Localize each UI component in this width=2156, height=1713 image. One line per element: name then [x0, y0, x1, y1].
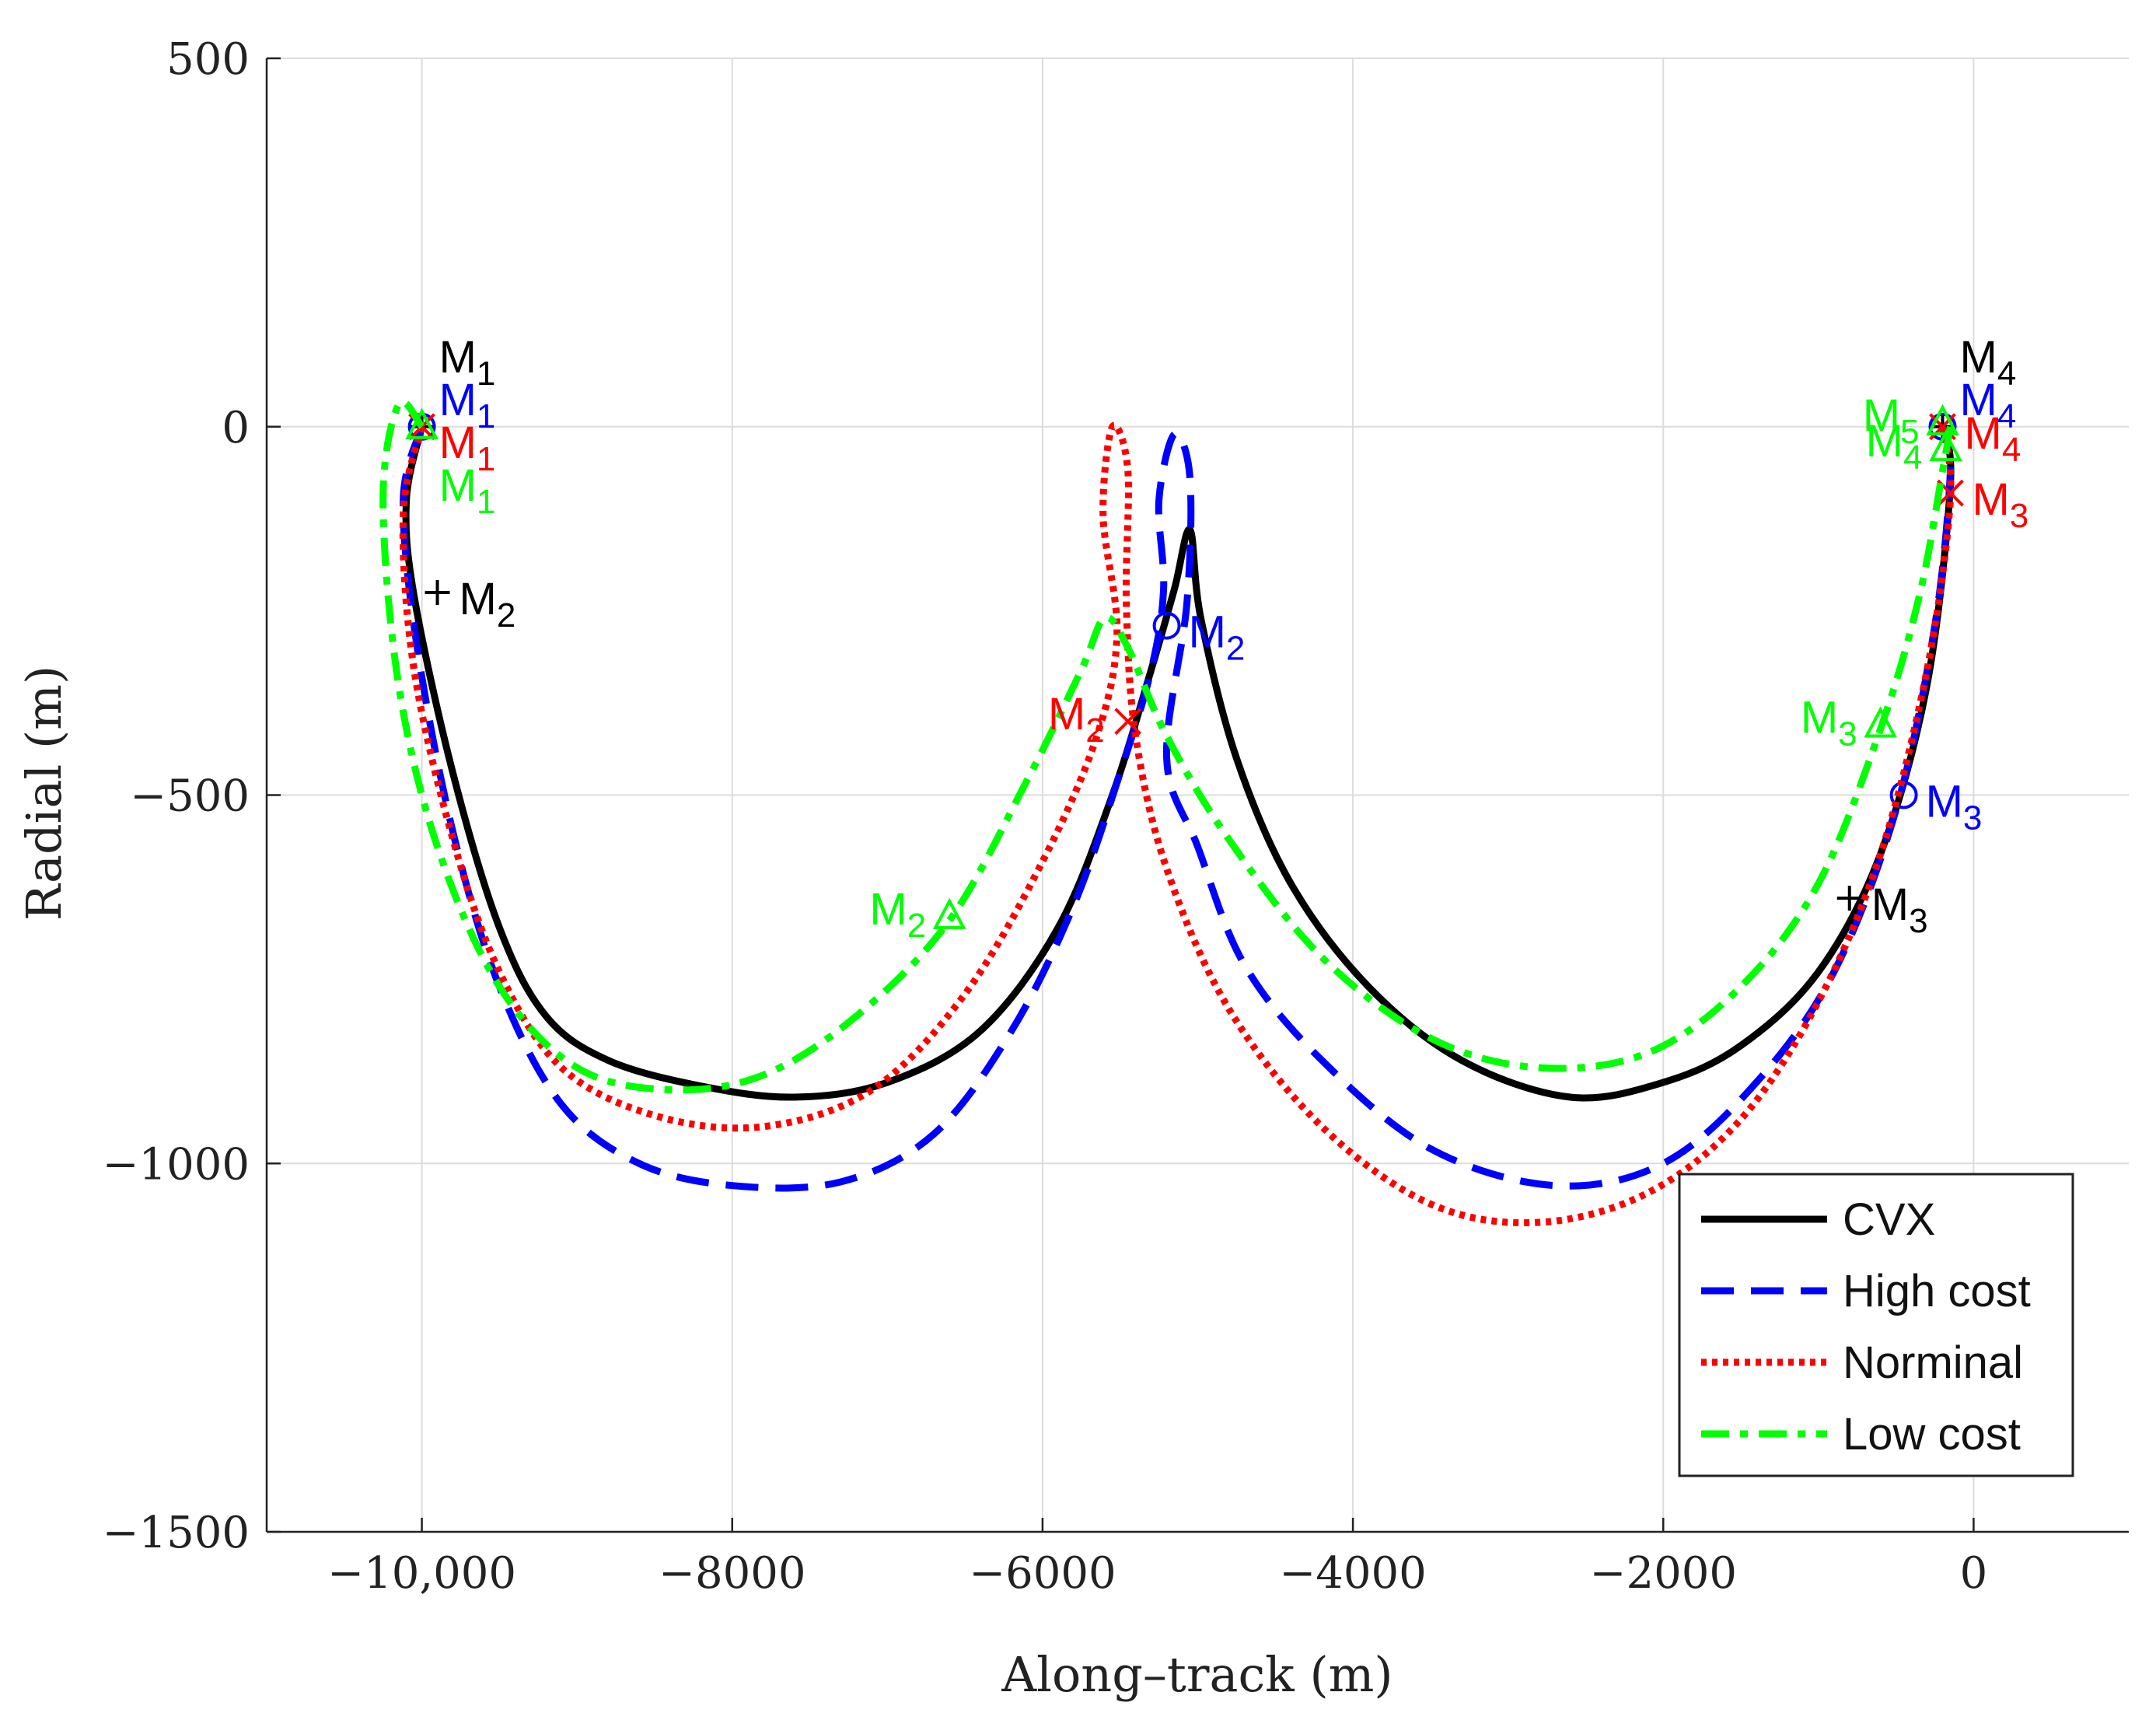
maneuver-label: M4 — [1960, 375, 2017, 435]
axes: −10,000 −8000 −6000 −4000 −2000 0 500 0 −500 −100… — [103, 34, 2129, 1599]
maneuver-label: M4 — [1866, 416, 1923, 477]
maneuver-marker — [1929, 429, 1962, 462]
x-tick-label: −8000 — [659, 1548, 805, 1599]
y-tick-label: −1000 — [103, 1139, 250, 1190]
maneuver-label: M2 — [1189, 607, 1246, 668]
y-tick-label: 500 — [166, 34, 250, 85]
legend: CVX High cost Norminal Low cost — [1678, 1173, 2074, 1477]
maneuver-label: M1 — [439, 460, 496, 521]
series-line — [400, 425, 1955, 1192]
y-tick-label: 0 — [222, 403, 250, 453]
series-line — [399, 421, 1955, 1227]
maneuver-label: M3 — [1871, 879, 1928, 940]
maneuver-marker — [405, 407, 439, 439]
x-tick-label: −6000 — [969, 1548, 1116, 1599]
maneuver-marker — [1152, 611, 1181, 640]
maneuver-label: M3 — [1926, 777, 1983, 837]
x-tick-label: −4000 — [1279, 1548, 1426, 1599]
maneuver-marker — [932, 897, 966, 929]
x-axis-label: Along–track (m) — [1001, 1646, 1392, 1703]
maneuver-label: M1 — [439, 332, 496, 393]
maneuver-label: M4 — [1965, 408, 2021, 469]
y-tick-label: −500 — [130, 771, 250, 822]
maneuver-label: M3 — [1801, 692, 1857, 753]
maneuver-marker — [1114, 708, 1142, 736]
y-tick-label: −1500 — [103, 1508, 250, 1558]
maneuver-marker — [1926, 404, 1959, 436]
maneuver-label: M1 — [439, 418, 496, 478]
x-tick-label: 0 — [1960, 1548, 1988, 1599]
x-tick-label: −10,000 — [327, 1548, 516, 1599]
legend-box — [1678, 1173, 2074, 1477]
series-line — [402, 425, 1955, 1102]
legend-entry: High cost — [1843, 1266, 2031, 1316]
y-axis-label: Radial (m) — [16, 666, 72, 921]
maneuver-label: M2 — [869, 884, 926, 945]
data-series — [379, 398, 1964, 1227]
maneuver-marker — [425, 579, 450, 605]
legend-entry: Norminal — [1843, 1337, 2023, 1388]
maneuver-label: M2 — [1048, 689, 1105, 750]
maneuver-marker — [1864, 706, 1897, 738]
legend-entry: CVX — [1843, 1194, 1935, 1245]
x-tick-label: −2000 — [1590, 1548, 1737, 1599]
series-low-cost — [379, 398, 1962, 1094]
maneuver-label: M3 — [1972, 474, 2028, 535]
maneuver-label: M1 — [439, 375, 496, 435]
maneuver-label: M4 — [1960, 332, 2017, 393]
maneuver-marker — [1836, 886, 1862, 911]
legend-entry: Low cost — [1843, 1409, 2021, 1460]
maneuver-label: M2 — [460, 574, 516, 635]
series-line — [379, 398, 1954, 1094]
maneuver-label: M5 — [1863, 390, 1920, 451]
